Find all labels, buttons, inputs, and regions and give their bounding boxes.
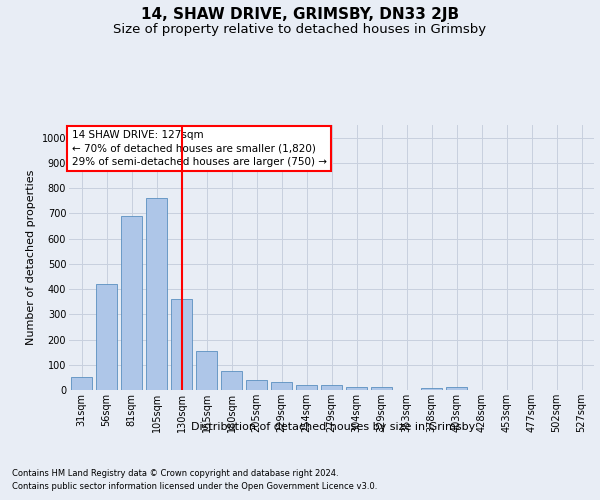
Bar [246,380,267,390]
Bar [296,386,317,390]
Bar [96,284,117,390]
Text: Contains HM Land Registry data © Crown copyright and database right 2024.: Contains HM Land Registry data © Crown c… [12,468,338,477]
Bar [71,378,92,390]
Bar [321,386,342,390]
Text: Contains public sector information licensed under the Open Government Licence v3: Contains public sector information licen… [12,482,377,491]
Bar [346,388,367,390]
Y-axis label: Number of detached properties: Number of detached properties [26,170,36,345]
Bar [196,351,217,390]
Bar [421,388,442,390]
Bar [171,299,192,390]
Bar [446,388,467,390]
Bar [121,216,142,390]
Text: 14, SHAW DRIVE, GRIMSBY, DN33 2JB: 14, SHAW DRIVE, GRIMSBY, DN33 2JB [141,8,459,22]
Bar [271,382,292,390]
Bar [371,388,392,390]
Text: Size of property relative to detached houses in Grimsby: Size of property relative to detached ho… [113,22,487,36]
Text: Distribution of detached houses by size in Grimsby: Distribution of detached houses by size … [191,422,475,432]
Bar [221,371,242,390]
Bar [146,198,167,390]
Text: 14 SHAW DRIVE: 127sqm
← 70% of detached houses are smaller (1,820)
29% of semi-d: 14 SHAW DRIVE: 127sqm ← 70% of detached … [71,130,326,166]
